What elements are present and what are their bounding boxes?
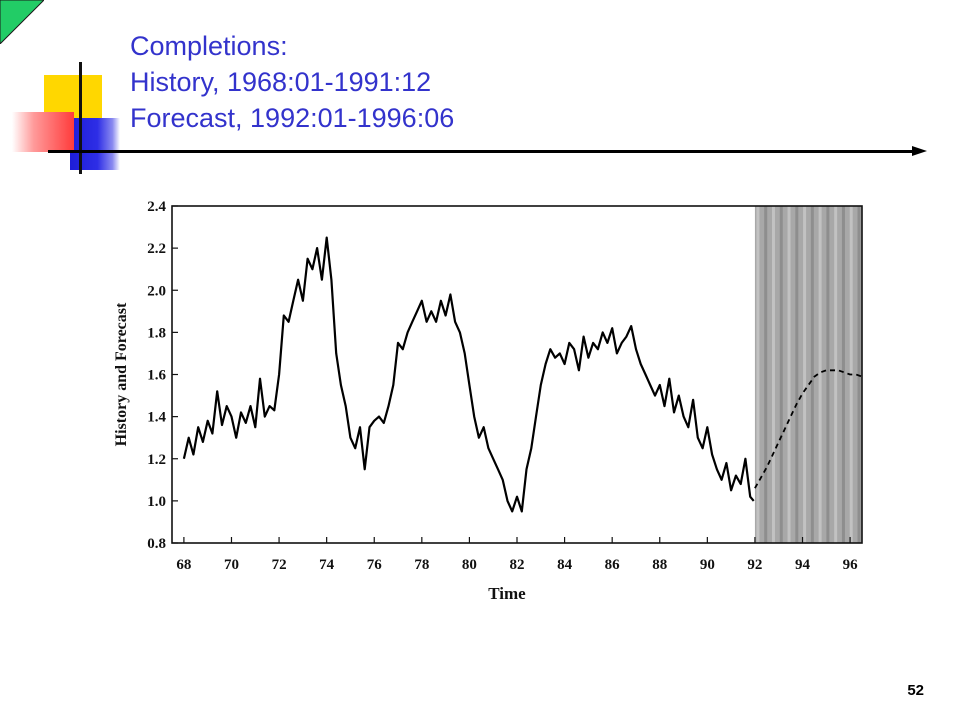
- x-tick-label: 80: [462, 557, 477, 573]
- y-tick-label: 2.4: [147, 199, 166, 215]
- vertical-line-decoration: [79, 62, 82, 174]
- x-tick-label: 82: [510, 557, 525, 573]
- title-line-2: History, 1968:01-1991:12: [130, 67, 432, 97]
- y-tick-label: 2.0: [147, 283, 166, 299]
- x-tick-label: 70: [224, 557, 239, 573]
- title-line-1: Completions:: [130, 31, 288, 61]
- history-line: [182, 236, 755, 513]
- forecast-shaded-region: [754, 206, 862, 543]
- y-tick-label: 0.8: [147, 536, 166, 552]
- y-tick-label: 1.0: [147, 494, 166, 510]
- y-axis-label: History and Forecast: [113, 302, 130, 446]
- x-tick-label: 74: [319, 557, 335, 573]
- y-tick-label: 1.2: [147, 452, 166, 468]
- y-tick-label: 1.6: [147, 368, 166, 384]
- x-axis-label: Time: [488, 584, 526, 603]
- title-rule: [48, 150, 914, 153]
- x-tick-label: 94: [795, 557, 811, 573]
- x-tick-label: 72: [272, 557, 287, 573]
- x-tick-label: 68: [176, 557, 191, 573]
- forecast-line: [754, 369, 863, 489]
- y-tick-label: 1.8: [147, 325, 166, 341]
- arrow-head-icon: [912, 146, 927, 156]
- x-tick-label: 86: [605, 557, 621, 573]
- completions-chart: 68 70 72 74 76 78 80 82 84 86 88 90 92 94 96 0.8 1.0 1.2…: [113, 199, 863, 603]
- x-tick-label: 92: [747, 557, 762, 573]
- slide-title: Completions: History, 1968:01-1991:12 Fo…: [130, 28, 454, 136]
- y-tick-label: 2.2: [147, 241, 166, 257]
- y-tick-label: 1.4: [147, 410, 166, 426]
- x-tick-label: 96: [843, 557, 859, 573]
- blue-square-decoration: [70, 118, 120, 170]
- red-gradient-decoration: [12, 112, 74, 152]
- page-number: 52: [907, 682, 924, 699]
- x-tick-label: 90: [700, 557, 715, 573]
- title-line-3: Forecast, 1992:01-1996:06: [130, 103, 455, 133]
- x-tick-label: 76: [367, 557, 383, 573]
- x-tick-label: 84: [557, 557, 573, 573]
- x-tick-label: 88: [652, 557, 667, 573]
- corner-triangle-decoration: [0, 0, 44, 44]
- x-tick-label: 78: [414, 557, 429, 573]
